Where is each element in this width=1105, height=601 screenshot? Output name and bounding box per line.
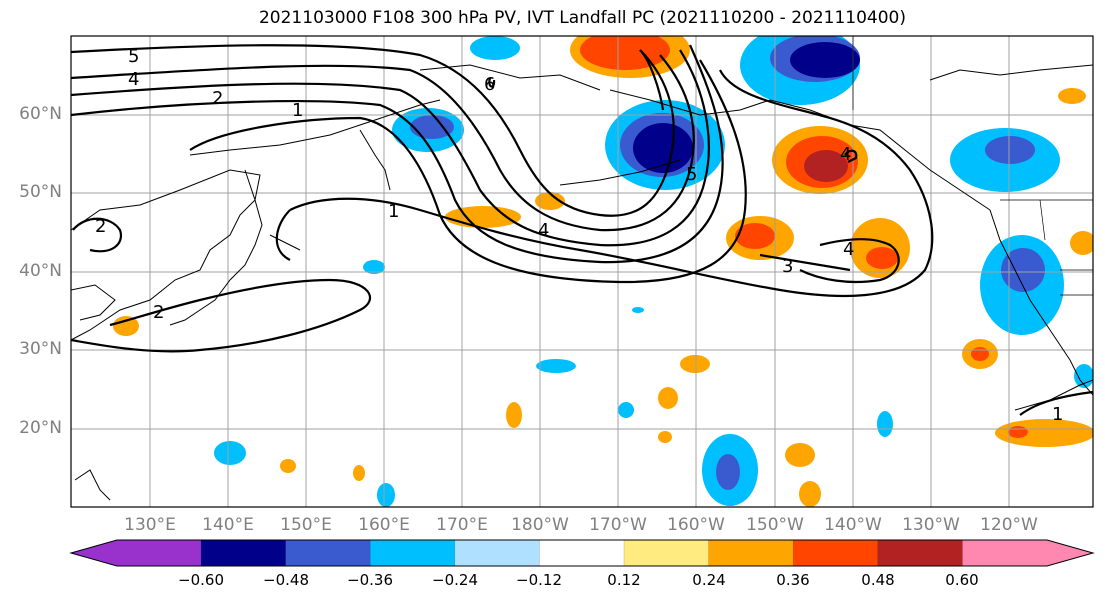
lon-label: 160°E [358, 515, 410, 535]
lon-label: 180°W [511, 515, 569, 535]
contour-label: 5 [686, 164, 697, 185]
colorbar-tick-label: −0.24 [432, 571, 478, 589]
lat-label: 60°N [19, 104, 62, 124]
contour-label: 2 [153, 302, 164, 323]
colorbar-segment [71, 540, 202, 566]
lon-label: 150°E [280, 515, 332, 535]
contour-labels: 5 4 2 1 2 2 1 4 6 5 3 4 4 1 [95, 46, 1063, 425]
contour-label: 3 [782, 256, 793, 277]
pv-contours [71, 44, 1093, 416]
colorbar-segment [539, 540, 625, 566]
lon-label: 120°W [980, 515, 1038, 535]
contour-label: 5 [128, 46, 139, 67]
contour-label: 1 [388, 201, 399, 222]
graticule [71, 36, 1093, 507]
colorbar-tick-label: −0.36 [347, 571, 393, 589]
lon-label: 170°W [589, 515, 647, 535]
lon-label: 130°E [124, 515, 176, 535]
colorbar-tick-label: 0.36 [776, 571, 810, 589]
lon-label: 130°W [902, 515, 960, 535]
political-borders [852, 36, 1093, 296]
colorbar-segment [454, 540, 540, 566]
colorbar-tick-label: −0.12 [516, 571, 562, 589]
contour-label: 4 [840, 144, 851, 165]
colorbar-tick-label: 0.12 [607, 571, 641, 589]
lat-label: 20°N [19, 418, 62, 438]
contour-label: 4 [128, 69, 139, 90]
colorbar-segment [285, 540, 371, 566]
contour-label: 1 [292, 100, 303, 121]
colorbar-segment [793, 540, 879, 566]
map-title: 2021103000 F108 300 hPa PV, IVT Landfall… [258, 8, 906, 28]
colorbar-segment [624, 540, 709, 566]
contour-label: 4 [538, 220, 549, 241]
colorbar-segment [370, 540, 456, 566]
contour-label: 2 [95, 216, 106, 237]
lon-label: 140°W [824, 515, 882, 535]
lat-label: 50°N [19, 182, 62, 202]
colorbar-tick-label: −0.60 [178, 571, 224, 589]
contour-label: 6 [484, 74, 495, 95]
lat-label: 40°N [19, 261, 62, 281]
colorbar-tick-label: −0.48 [263, 571, 309, 589]
colorbar-tick-label: 0.60 [945, 571, 979, 589]
colorbar-segment [962, 540, 1093, 566]
lon-label: 140°E [202, 515, 254, 535]
lon-label: 160°W [667, 515, 725, 535]
colorbar-segment [877, 540, 963, 566]
contour-label: 1 [1052, 404, 1063, 425]
lon-label: 170°E [436, 515, 488, 535]
contour-label: 2 [212, 88, 223, 109]
colorbar-tick-label: 0.24 [692, 571, 726, 589]
lon-label: 150°W [746, 515, 804, 535]
colorbar-segment [201, 540, 286, 566]
pc-shading [113, 36, 1093, 507]
colorbar-segment [708, 540, 794, 566]
colorbar-tick-label: 0.48 [861, 571, 895, 589]
lat-label: 30°N [19, 339, 62, 359]
map-frame [70, 35, 1094, 508]
contour-label: 4 [843, 239, 854, 260]
